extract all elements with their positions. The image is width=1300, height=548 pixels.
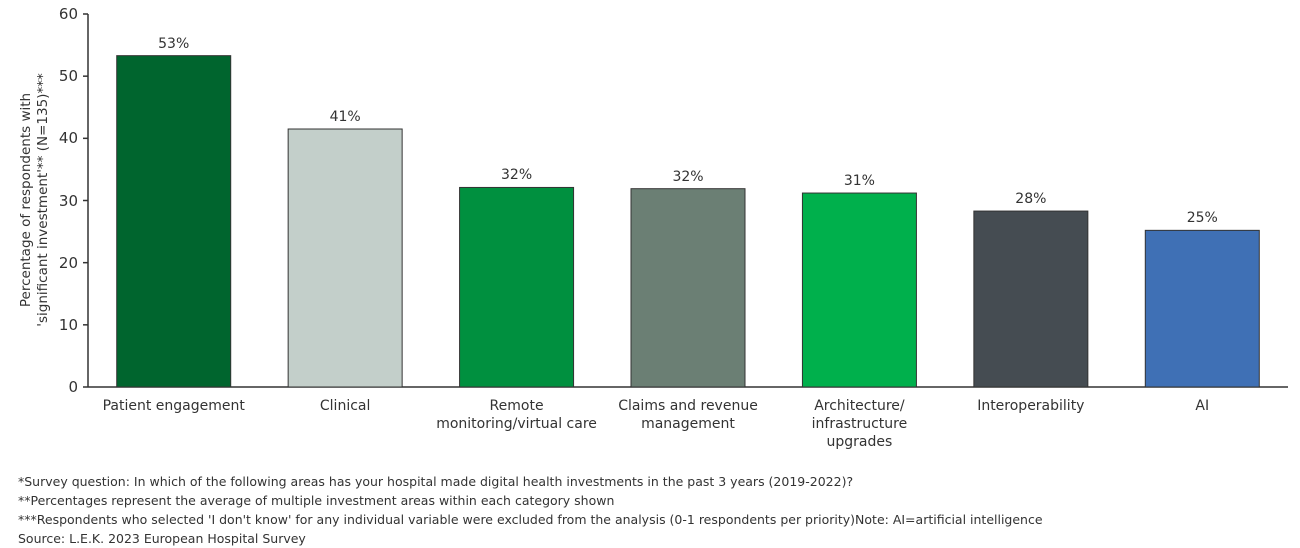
value-label: 31%: [843, 173, 875, 190]
bar: [287, 128, 403, 388]
y-tick-label: 40: [58, 129, 78, 148]
x-tick-label: Remote monitoring/virtual care: [436, 398, 597, 432]
y-tick-label: 60: [58, 5, 78, 23]
bar: [1144, 229, 1260, 388]
x-tick-label: Patient engagement: [102, 398, 245, 414]
x-tick-label: Interoperability: [977, 398, 1085, 414]
y-tick-label: 0: [68, 378, 78, 396]
bar: [973, 210, 1089, 388]
bar: [630, 188, 746, 388]
x-tick-label: Clinical: [319, 398, 371, 414]
value-label: 32%: [501, 167, 533, 184]
bar: [116, 55, 232, 388]
value-label: 53%: [158, 35, 190, 52]
y-tick-label: 30: [58, 191, 78, 210]
footnotes: *Survey question: In which of the follow…: [18, 472, 1043, 548]
x-tick-label: AI: [1195, 398, 1210, 414]
footnote: *Survey question: In which of the follow…: [18, 474, 854, 489]
x-tick-label: Claims and revenue management: [618, 398, 758, 432]
footnote: **Percentages represent the average of m…: [18, 493, 615, 508]
x-tick-label: Architecture/ infrastructure upgrades: [811, 398, 908, 450]
value-label: 28%: [1015, 191, 1047, 208]
y-tick-label: 20: [58, 253, 78, 272]
value-label: 32%: [672, 168, 704, 185]
value-label: 41%: [329, 109, 361, 125]
y-tick-label: 10: [58, 315, 78, 334]
value-label: 25%: [1186, 210, 1218, 227]
bar: [801, 192, 917, 388]
bar: [459, 186, 575, 388]
footnote: ***Respondents who selected 'I don't kno…: [18, 512, 1043, 527]
footnote: Source: L.E.K. 2023 European Hospital Su…: [18, 531, 306, 546]
y-tick-label: 50: [58, 67, 78, 86]
